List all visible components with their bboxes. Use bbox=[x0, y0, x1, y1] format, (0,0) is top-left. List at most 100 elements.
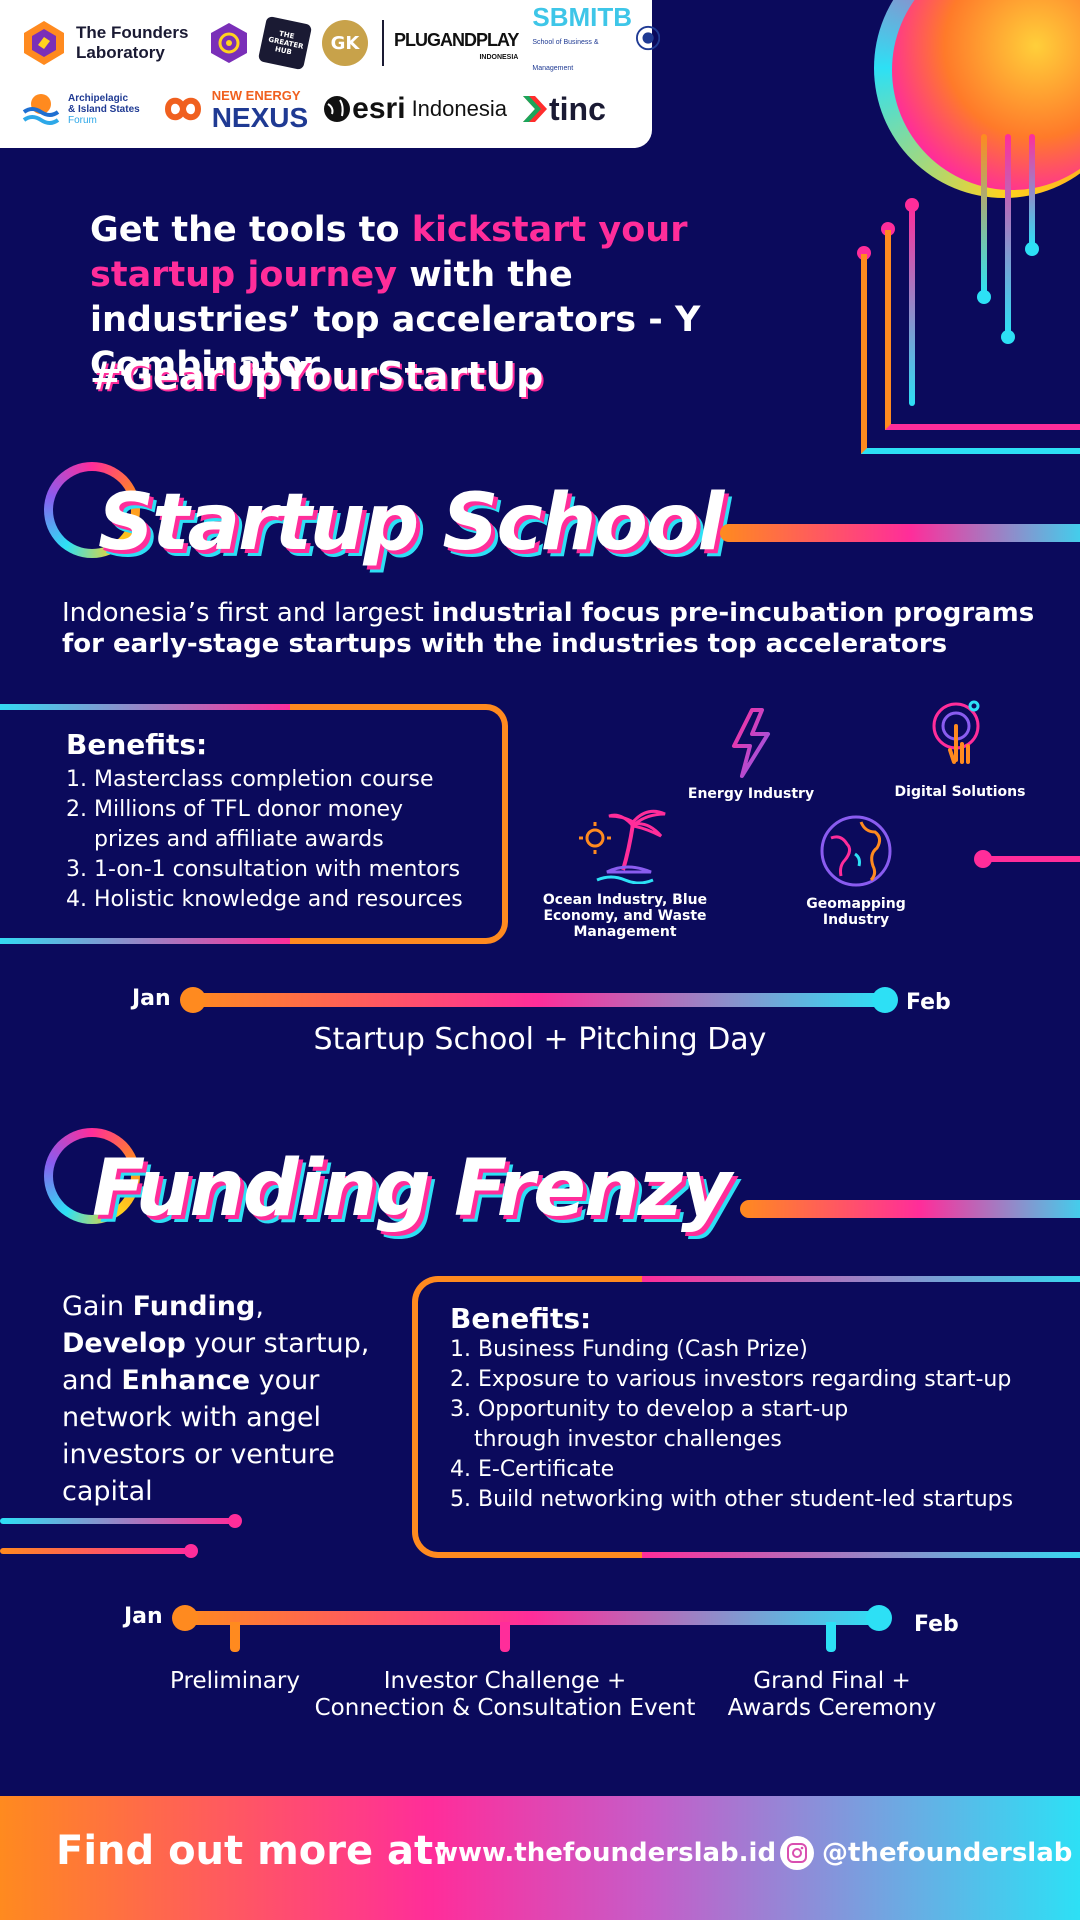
intro-plain: Indonesia’s first and largest bbox=[62, 598, 432, 628]
decorative-line bbox=[984, 856, 1080, 862]
nexus-text: NEXUS bbox=[211, 102, 309, 133]
desc-text: your startup, and bbox=[62, 1328, 370, 1396]
tinc-logo: tinc bbox=[521, 91, 606, 128]
website-link[interactable]: www.thefounderslab.id bbox=[434, 1838, 777, 1868]
greater-hub-logo: THE GREATER HUB bbox=[257, 15, 313, 71]
benefit-item: 1. Business Funding (Cash Prize) bbox=[450, 1337, 808, 1362]
esri-indonesia-logo: esri Indonesia bbox=[322, 92, 507, 126]
lightning-icon bbox=[732, 708, 770, 778]
digital-solutions: Digital Solutions bbox=[890, 700, 1030, 800]
decorative-line bbox=[0, 1548, 190, 1554]
benefits-title: Benefits: bbox=[450, 1302, 592, 1335]
funding-frenzy-timeline-bar bbox=[184, 1611, 880, 1625]
instagram-icon bbox=[780, 1836, 814, 1870]
startup-school-intro: Indonesia’s first and largest industrial… bbox=[62, 598, 1042, 660]
benefits-list: 1. Business Funding (Cash Prize) 2. Expo… bbox=[450, 1335, 1070, 1515]
hashtag: #GearUpYourStartUp bbox=[90, 354, 544, 398]
timeline-end-label: Feb bbox=[906, 990, 951, 1015]
timeline-start-dot bbox=[180, 987, 206, 1013]
instagram-link[interactable]: @thefounderslab bbox=[780, 1836, 1072, 1870]
headline-highlight: kickstart your startup journey bbox=[90, 210, 688, 295]
partner-logo-bar: The Founders Laboratory THE GREATER HUB … bbox=[0, 0, 661, 148]
decorative-knob bbox=[977, 290, 991, 304]
benefit-item: through investor challenges bbox=[474, 1427, 782, 1452]
infinity-icon bbox=[164, 97, 201, 121]
benefit-item: 3. 1-on-1 consultation with mentors bbox=[66, 857, 461, 882]
esri-text: esri bbox=[352, 92, 406, 125]
headline-part-1: Get the tools to bbox=[90, 210, 412, 250]
esri-indonesia-text: Indonesia bbox=[411, 96, 507, 121]
benefit-item: 3. Opportunity to develop a start-up bbox=[450, 1397, 849, 1422]
decorative-ring bbox=[44, 462, 140, 558]
archipelagic-line-2: & Island States bbox=[68, 103, 140, 115]
logo-row-bottom: Archipelagic & Island States Forum NEW E… bbox=[22, 84, 620, 134]
decorative-knob bbox=[857, 246, 871, 260]
benefits-title: Benefits: bbox=[66, 728, 208, 761]
sbm-itb-name: SBMITB bbox=[532, 2, 633, 32]
step-line: Connection & Consultation Event bbox=[314, 1695, 696, 1721]
energy-industry-label: Energy Industry bbox=[687, 786, 815, 802]
decorative-corner-line bbox=[861, 254, 1080, 454]
startup-school-benefits-box bbox=[0, 704, 508, 944]
archipelagic-forum-logo: Archipelagic & Island States Forum bbox=[22, 90, 140, 128]
decorative-knob bbox=[905, 198, 919, 212]
ocean-industry-label: Ocean Industry, Blue Economy, and Waste … bbox=[542, 892, 708, 940]
timeline-end-dot bbox=[866, 1605, 892, 1631]
gk-badge: GK bbox=[322, 20, 368, 66]
desc-text: Gain bbox=[62, 1291, 133, 1322]
benefit-item: 1. Masterclass completion course bbox=[66, 767, 434, 792]
geomapping-industry-label: Geomapping Industry bbox=[806, 896, 906, 928]
sbm-itb-sub: School of Business & Management bbox=[532, 39, 599, 72]
decorative-knob bbox=[881, 222, 895, 236]
palm-island-icon bbox=[579, 809, 666, 884]
plug-and-play-logo: PLUGANDPLAY INDONESIA bbox=[382, 20, 519, 66]
timeline-tick bbox=[500, 1622, 510, 1652]
waves-icon bbox=[22, 94, 60, 125]
desc-text: your network with angel investors or ven… bbox=[62, 1365, 335, 1507]
tinc-text: tinc bbox=[548, 90, 606, 127]
emblem-icon bbox=[211, 23, 247, 63]
timeline-start-label: Jan bbox=[132, 986, 171, 1011]
timeline-caption: Startup School + Pitching Day bbox=[313, 1022, 767, 1057]
new-energy-nexus-logo: NEW ENERGY NEXUS bbox=[154, 87, 309, 133]
greater-hub-text: THE GREATER HUB bbox=[267, 29, 305, 57]
timeline-start-label: Jan bbox=[124, 1604, 163, 1629]
startup-school-timeline-bar bbox=[192, 993, 884, 1007]
headline: Get the tools to kickstart your startup … bbox=[90, 208, 770, 388]
timeline-tick bbox=[826, 1622, 836, 1652]
itb-seal-icon bbox=[635, 25, 661, 51]
decorative-knob bbox=[228, 1514, 242, 1528]
benefit-item: 4. Holistic knowledge and resources bbox=[66, 887, 463, 912]
benefit-item: 2. Exposure to various investors regardi… bbox=[450, 1367, 1012, 1392]
decorative-knob bbox=[1001, 330, 1015, 344]
funding-frenzy-title: Funding Frenzy bbox=[92, 1144, 732, 1234]
decorative-line bbox=[1005, 134, 1011, 334]
benefit-item: 5. Build networking with other student-l… bbox=[450, 1487, 1014, 1512]
footer: Find out more at: www.thefounderslab.id … bbox=[0, 1796, 1080, 1920]
founders-lab-name: The Founders Laboratory bbox=[76, 23, 189, 62]
touch-icon bbox=[932, 700, 980, 764]
globe-icon bbox=[324, 96, 351, 122]
chevron-right-icon bbox=[522, 96, 547, 122]
desc-bold: Enhance bbox=[121, 1365, 251, 1396]
benefit-item: prizes and affiliate awards bbox=[94, 827, 384, 852]
decorative-line bbox=[909, 206, 915, 406]
timeline-end-dot bbox=[872, 987, 898, 1013]
plug-and-play-name: PLUGANDPLAY bbox=[394, 30, 519, 50]
sbm-itb-logo: SBMITB School of Business & Management bbox=[532, 2, 661, 82]
energy-industry: Energy Industry bbox=[686, 708, 816, 802]
geomapping-industry: Geomapping Industry bbox=[796, 814, 916, 928]
desc-bold: Funding bbox=[132, 1291, 256, 1322]
benefits-list: 1. Masterclass completion course 2. Mill… bbox=[66, 765, 506, 915]
decorative-knob bbox=[1025, 242, 1039, 256]
funding-frenzy-desc: Gain Funding, Develop your startup, and … bbox=[62, 1288, 392, 1510]
decorative-ring bbox=[44, 1128, 140, 1224]
archipelagic-line-3: Forum bbox=[68, 114, 97, 126]
instagram-handle[interactable]: @thefounderslab bbox=[822, 1838, 1073, 1868]
step-line: Grand Final + bbox=[753, 1668, 911, 1694]
purple-emblem-logo bbox=[210, 22, 248, 64]
intro-bold: industrial focus pre-incubation programs… bbox=[62, 598, 1035, 659]
timeline-tick bbox=[230, 1622, 240, 1652]
digital-solutions-label: Digital Solutions bbox=[894, 784, 1026, 800]
step-line: Investor Challenge + bbox=[383, 1668, 627, 1694]
